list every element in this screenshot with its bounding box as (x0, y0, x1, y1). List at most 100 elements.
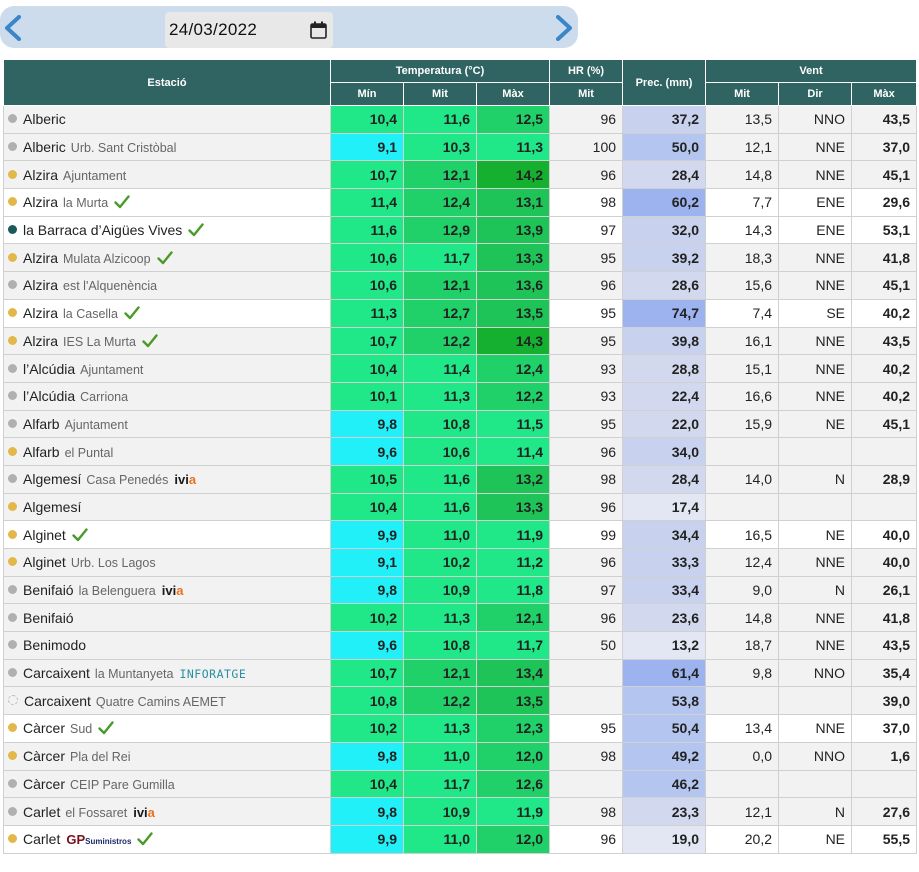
station-name[interactable]: Alzira (23, 277, 59, 294)
header-w-mit[interactable]: Mit (705, 82, 780, 106)
table-row[interactable]: Càrcer CEIP Pare Gumilla 10,4 11,7 12,6 46,2 (3, 769, 918, 799)
header-t-mit[interactable]: Mit (403, 82, 477, 106)
station-name[interactable]: Càrcer (23, 748, 66, 765)
date-input[interactable]: 24/03/2022 (165, 12, 333, 48)
table-row[interactable]: Alginet 9,9 11,0 11,9 99 34,4 16,5 NE 40,0 (3, 520, 918, 549)
header-w-max[interactable]: Màx (851, 82, 918, 106)
station-name[interactable]: Benifaió (23, 582, 74, 599)
chevron-right-icon[interactable] (553, 15, 575, 41)
station-cell[interactable]: Algemesí Casa Penedés ivia (3, 464, 331, 494)
table-row[interactable]: Càrcer Pla del Rei 9,8 11,0 12,0 98 49,2 0,0 NNO… (3, 741, 918, 771)
table-row[interactable]: Benimodo 9,6 10,8 11,7 50 13,2 18,7 NNE 43,5 (3, 631, 918, 660)
station-name[interactable]: Carcaixent (23, 665, 90, 682)
station-name[interactable]: Benifaió (23, 609, 74, 626)
station-cell[interactable]: Càrcer CEIP Pare Gumilla (3, 769, 331, 799)
station-name[interactable]: Alberic (23, 111, 66, 128)
station-cell[interactable]: Alginet (3, 520, 331, 549)
table-row[interactable]: Alzira Ajuntament 10,7 12,1 14,2 96 28,4 14,8 NN… (3, 160, 918, 190)
station-name[interactable]: l’Alcúdia (23, 360, 76, 377)
header-t-min[interactable]: Mín (330, 82, 404, 106)
station-cell[interactable]: l’Alcúdia Carriona (3, 381, 331, 411)
station-cell[interactable]: Alzira la Murta (3, 188, 331, 217)
hr-cell: 96 (549, 603, 624, 633)
station-name[interactable]: Alginet (23, 554, 66, 571)
station-cell[interactable]: Alzira Mulata Alzicoop (3, 243, 331, 273)
wind-dir-cell: NE (778, 824, 853, 854)
station-name[interactable]: Benimodo (23, 637, 87, 654)
table-row[interactable]: la Barraca d’Aigües Vives 11,6 12,9 13,9 97 3… (3, 215, 918, 245)
table-row[interactable]: Algemesí 10,4 11,6 13,3 96 17,4 (3, 492, 918, 522)
temp-mit-cell: 11,4 (403, 354, 477, 383)
station-cell[interactable]: l’Alcúdia Ajuntament (3, 354, 331, 383)
table-row[interactable]: Benifaió 10,2 11,3 12,1 96 23,6 14,8 NNE 41,8 (3, 603, 918, 633)
station-name[interactable]: Alfarb (23, 415, 60, 432)
station-name[interactable]: Alzira (23, 166, 59, 183)
table-row[interactable]: Carlet el Fossaret ivia 9,8 10,9 11,9 98 23,3 12… (3, 797, 918, 826)
table-row[interactable]: Benifaió la Belenguera ivia 9,8 10,9 11,8 97 33… (3, 575, 918, 605)
wind-mit-cell: 16,6 (705, 381, 780, 411)
station-cell[interactable]: Alberic (3, 105, 331, 134)
station-name[interactable]: Alginet (23, 526, 66, 543)
header-station[interactable]: Estació (3, 59, 331, 106)
station-cell[interactable]: Algemesí (3, 492, 331, 522)
station-cell[interactable]: Benifaió (3, 603, 331, 633)
table-row[interactable]: Alzira est l'Alquenència 10,6 12,1 13,6 96 28,… (3, 271, 918, 300)
station-cell[interactable]: Alzira Ajuntament (3, 160, 331, 190)
table-row[interactable]: Alberic 10,4 11,6 12,5 96 37,2 13,5 NNO 43,5 (3, 105, 918, 134)
header-t-max[interactable]: Màx (475, 82, 551, 106)
station-cell[interactable]: Alberic Urb. Sant Cristòbal (3, 132, 331, 162)
table-row[interactable]: Alfarb el Puntal 9,6 10,6 11,4 96 34,0 (3, 437, 918, 466)
table-row[interactable]: Algemesí Casa Penedés ivia 10,5 11,6 13,2 98 28… (3, 464, 918, 494)
table-row[interactable]: Carcaixent Quatre Camins AEMET 10,8 12,2 13,… (3, 686, 918, 716)
station-name[interactable]: Alzira (23, 305, 59, 322)
station-name[interactable]: l’Alcúdia (23, 388, 76, 405)
station-cell[interactable]: Benifaió la Belenguera ivia (3, 575, 331, 605)
table-row[interactable]: Alzira la Casella 11,3 12,7 13,5 95 74,7 7,4 SE 4… (3, 298, 918, 328)
table-row[interactable]: Carcaixent la Muntanyeta INFORATGE 10,7 12,1… (3, 658, 918, 688)
station-cell[interactable]: Alzira la Casella (3, 298, 331, 328)
station-cell[interactable]: la Barraca d’Aigües Vives (3, 215, 331, 245)
station-name[interactable]: Algemesí (23, 471, 82, 488)
table-row[interactable]: l’Alcúdia Ajuntament 10,4 11,4 12,4 93 28,8 15,… (3, 354, 918, 383)
station-cell[interactable]: Càrcer Pla del Rei (3, 741, 331, 771)
station-cell[interactable]: Carcaixent Quatre Camins AEMET (3, 686, 331, 716)
table-row[interactable]: Alginet Urb. Los Lagos 9,1 10,2 11,2 96 33,3 12… (3, 548, 918, 577)
calendar-icon[interactable] (310, 21, 327, 39)
station-cell[interactable]: Benimodo (3, 631, 331, 660)
station-name[interactable]: Carlet (23, 803, 61, 820)
station-cell[interactable]: Alfarb Ajuntament (3, 409, 331, 439)
station-cell[interactable]: Carlet el Fossaret ivia (3, 797, 331, 826)
station-name[interactable]: Carcaixent (24, 692, 91, 709)
station-cell[interactable]: Càrcer Sud (3, 714, 331, 743)
table-row[interactable]: Alzira IES La Murta 10,7 12,2 14,3 95 39,8 16,1… (3, 326, 918, 356)
station-name[interactable]: Alfarb (23, 443, 60, 460)
station-name[interactable]: Alzira (23, 332, 59, 349)
station-cell[interactable]: Carlet GPSuministros (3, 824, 331, 854)
station-name[interactable]: Alberic (23, 139, 66, 156)
station-cell[interactable]: Alginet Urb. Los Lagos (3, 548, 331, 577)
station-name[interactable]: Càrcer (23, 720, 66, 737)
station-name[interactable]: Carlet (23, 831, 61, 848)
station-name[interactable]: Alzira (23, 249, 59, 266)
station-subname: Carriona (80, 390, 129, 405)
table-row[interactable]: Alberic Urb. Sant Cristòbal 9,1 10,3 11,3 100… (3, 132, 918, 162)
table-row[interactable]: Alzira Mulata Alzicoop 10,6 11,7 13,3 95 39,2 1… (3, 243, 918, 273)
wind-max-cell (851, 492, 918, 522)
station-cell[interactable]: Alzira IES La Murta (3, 326, 331, 356)
table-row[interactable]: Carlet GPSuministros 9,9 11,0 12,0 96 19,0 20,2… (3, 824, 918, 854)
table-row[interactable]: Càrcer Sud 10,2 11,3 12,3 95 50,4 13,4 NNE 37,0 (3, 714, 918, 743)
chevron-left-icon[interactable] (2, 15, 24, 41)
station-cell[interactable]: Carcaixent la Muntanyeta INFORATGE (3, 658, 331, 688)
table-row[interactable]: l’Alcúdia Carriona 10,1 11,3 12,2 93 22,4 16,6 N… (3, 381, 918, 411)
station-cell[interactable]: Alzira est l'Alquenència (3, 271, 331, 300)
header-hr-mit[interactable]: Mit (549, 82, 624, 106)
table-row[interactable]: Alzira la Murta 11,4 12,4 13,1 98 60,2 7,7 ENE 29… (3, 188, 918, 217)
station-name[interactable]: la Barraca d’Aigües Vives (23, 222, 183, 239)
station-name[interactable]: Alzira (23, 194, 59, 211)
station-name[interactable]: Algemesí (23, 498, 82, 515)
table-row[interactable]: Alfarb Ajuntament 9,8 10,8 11,5 95 22,0 15,9 NE 4… (3, 409, 918, 439)
station-cell[interactable]: Alfarb el Puntal (3, 437, 331, 466)
header-w-dir[interactable]: Dir (778, 82, 853, 106)
station-name[interactable]: Càrcer (23, 775, 66, 792)
header-prec[interactable]: Prec. (mm) (622, 59, 707, 106)
